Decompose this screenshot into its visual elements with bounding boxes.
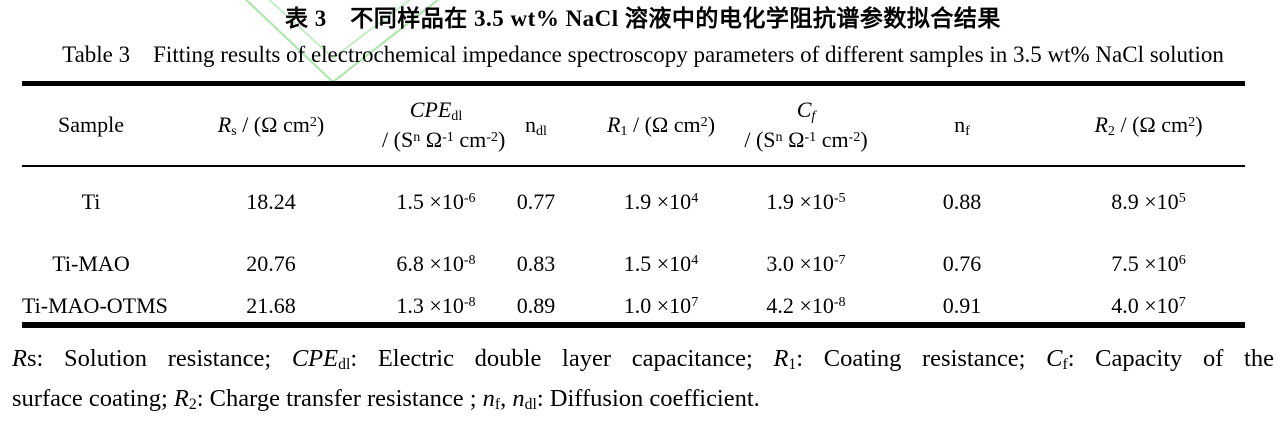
table-cell: Ti-MAO-OTMS	[22, 292, 168, 318]
table-cell: 20.76	[246, 250, 296, 276]
column-header: nf	[954, 112, 970, 140]
eis-fitting-results-table: Sample Rs / (Ω cm2) CPEdl / (Sn Ω-1 cm-2) nd…	[22, 81, 1245, 328]
table-cell: 0.77	[516, 189, 556, 214]
table-cell: 18.24	[246, 189, 296, 214]
table-cell: Ti	[81, 189, 101, 214]
table-title-english: Table 3 Fitting results of electrochemic…	[62, 42, 1224, 67]
table-cell: 7.5 ×106	[1111, 250, 1186, 276]
column-header: Rs / (Ω cm2)	[217, 112, 325, 140]
table-cell: 1.9 ×104	[623, 189, 699, 214]
column-header-line: CPEdl	[409, 97, 463, 125]
table-cell: 1.0 ×107	[623, 292, 699, 318]
table-cell: 8.9 ×105	[1111, 189, 1186, 214]
table-cell: 1.5 ×10-6	[396, 189, 476, 214]
table-row: Ti 18.24 1.5 ×10-6 0.77 1.9 ×104 1.9 ×10-5 0.8…	[22, 166, 1245, 238]
table-cell: 0.88	[942, 189, 982, 214]
table-cell: 3.0 ×10-7	[766, 250, 846, 276]
table-cell: Ti-MAO	[52, 250, 130, 276]
table-cell: 1.5 ×104	[623, 250, 699, 276]
footnote: Rs: Solution resistance; CPEdl: Electric…	[12, 339, 1274, 419]
column-header-line: / (Sn Ω-1 cm-2)	[744, 127, 868, 153]
column-header-line: Cf	[796, 97, 816, 125]
table-cell: 0.83	[516, 250, 556, 276]
table-header-row: Sample Rs / (Ω cm2) CPEdl / (Sn Ω-1 cm-2) nd…	[22, 84, 1245, 166]
table-cell: 1.9 ×10-5	[766, 189, 846, 214]
column-header: R2 / (Ω cm2)	[1094, 112, 1203, 140]
table-row: Ti-MAO-OTMS 21.68 1.3 ×10-8 0.89 1.0 ×107 4.2…	[22, 290, 1245, 325]
column-header: Sample	[58, 112, 124, 138]
table-cell: 21.68	[246, 292, 296, 318]
column-header: ndl	[525, 112, 547, 140]
table-cell: 4.0 ×107	[1111, 292, 1186, 318]
table-row: Ti-MAO 20.76 6.8 ×10-8 0.83 1.5 ×104 3.0 ×10-…	[22, 238, 1245, 290]
table-header: Sample Rs / (Ω cm2) CPEdl / (Sn Ω-1 cm-2) nd…	[22, 84, 1245, 166]
table-cell: 6.8 ×10-8	[396, 250, 476, 276]
table-cell: 1.3 ×10-8	[396, 292, 476, 318]
table-cell: 4.2 ×10-8	[766, 292, 846, 318]
footnote-line-2: surface coating; R2: Charge transfer res…	[12, 384, 760, 413]
footnote-line-1: Rs: Solution resistance; CPEdl: Electric…	[12, 344, 1274, 373]
table-cell: 0.89	[516, 292, 556, 318]
table-cell: 0.76	[942, 250, 982, 276]
column-header-line: / (Sn Ω-1 cm-2)	[382, 127, 506, 153]
table-body: Ti 18.24 1.5 ×10-6 0.77 1.9 ×104 1.9 ×10-5 0.8…	[22, 166, 1245, 325]
column-header: CPEdl / (Sn Ω-1 cm-2)	[382, 84, 506, 166]
table-title-chinese: 表 3 不同样品在 3.5 wt% NaCl 溶液中的电化学阻抗谱参数拟合结果	[285, 6, 1001, 31]
column-header: Cf / (Sn Ω-1 cm-2)	[740, 84, 872, 166]
table-cell: 0.91	[942, 292, 982, 318]
column-header: R1 / (Ω cm2)	[606, 112, 716, 140]
